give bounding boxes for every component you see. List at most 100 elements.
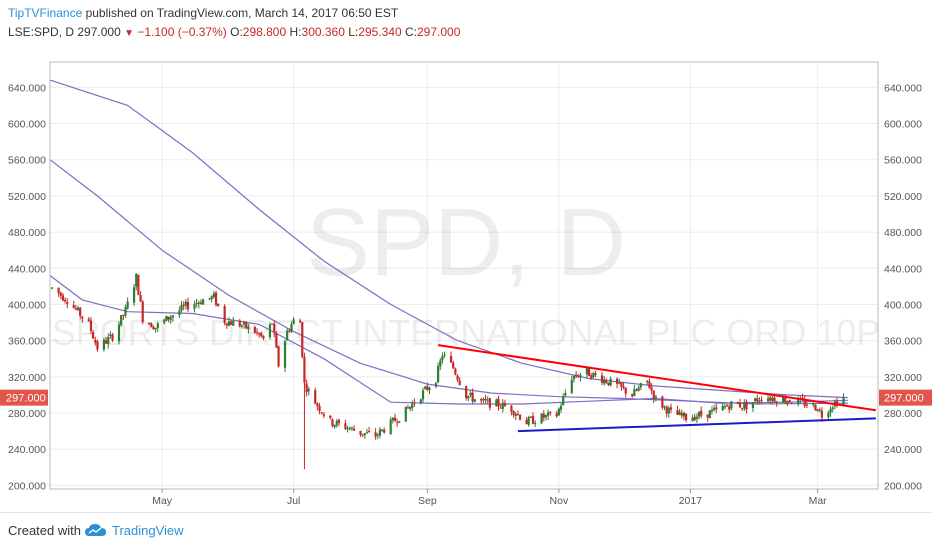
candle-body — [831, 407, 834, 409]
candle-body — [96, 341, 99, 350]
candle-body — [473, 399, 476, 402]
candle-body — [74, 307, 77, 310]
candle-body — [456, 375, 459, 380]
y-tick-right: 480.000 — [884, 227, 922, 239]
candle-body — [564, 393, 567, 396]
low-label: L: — [348, 25, 359, 39]
tradingview-link[interactable]: TradingView — [112, 523, 184, 538]
candle-body — [413, 402, 416, 404]
candle-body — [646, 380, 649, 383]
candle-body — [534, 422, 537, 425]
candle-body — [335, 421, 338, 426]
candle-body — [421, 390, 425, 400]
candle-body — [484, 398, 487, 401]
candle-body — [766, 398, 770, 402]
symbol-label[interactable]: LSE:SPD, D — [8, 25, 75, 39]
candle-body — [835, 400, 839, 406]
candle-body — [242, 322, 246, 325]
candle-body — [471, 392, 474, 402]
candle-body — [217, 303, 220, 307]
candle-body — [163, 319, 166, 323]
candle-body — [570, 379, 573, 393]
candle-body — [590, 375, 593, 379]
x-tick-label: 2017 — [679, 495, 703, 507]
candle-body — [94, 339, 97, 343]
candle-body — [260, 333, 263, 337]
close-label: C: — [405, 25, 417, 39]
candle-body — [443, 354, 446, 356]
candle-body — [775, 401, 778, 403]
candle-body — [678, 411, 681, 415]
candle-body — [769, 397, 772, 401]
candle-body — [676, 410, 679, 415]
created-with-label: Created with — [8, 523, 81, 538]
candle-body — [633, 389, 636, 397]
y-tick-right: 600.000 — [884, 119, 922, 131]
x-tick-label: May — [152, 495, 173, 507]
candle-body — [104, 340, 108, 344]
candle-body — [723, 406, 727, 408]
candle-body — [79, 307, 82, 317]
candle-body — [758, 400, 761, 402]
candle-body — [148, 323, 151, 325]
candle-body — [531, 416, 535, 424]
candle-body — [559, 405, 563, 410]
candle-body — [299, 320, 302, 323]
candle-body — [61, 295, 65, 301]
candle-body — [117, 324, 121, 342]
candle-body — [428, 387, 431, 391]
candle-body — [525, 419, 528, 425]
candle-body — [713, 408, 716, 411]
candle-body — [290, 324, 293, 332]
candle-body — [199, 302, 203, 304]
candle-body — [631, 394, 634, 397]
candle-body — [277, 346, 280, 367]
tradingview-cloud-icon — [85, 524, 106, 536]
ma-50-line — [49, 275, 848, 405]
candle-body — [320, 412, 323, 414]
candle-body — [214, 292, 218, 305]
candle-body — [514, 414, 517, 416]
candle-body — [273, 323, 276, 333]
candle-body — [706, 414, 709, 418]
candle-body — [76, 307, 80, 311]
trend-lines[interactable] — [437, 344, 876, 433]
candle-body — [575, 374, 578, 377]
price-axis[interactable]: 200.000 200.000 240.000 240.000 280.000 280.0… — [8, 82, 922, 492]
time-axis[interactable]: May Jul Sep Nov 2017 Mar — [152, 489, 827, 507]
candle-body — [139, 294, 142, 302]
footer: Created with TradingView — [0, 512, 932, 551]
candle-body — [753, 398, 757, 402]
ohlc-legend: LSE:SPD, D 297.000 ▼ −1.100 (−0.37%) O:2… — [8, 25, 460, 39]
candle-body — [661, 396, 664, 408]
y-tick-right: 360.000 — [884, 336, 922, 348]
candle-body — [730, 401, 733, 409]
candle-body — [165, 315, 168, 321]
candle-body — [512, 411, 515, 415]
candle-body — [518, 414, 522, 420]
candle-body — [186, 301, 190, 310]
candle-body — [635, 389, 638, 391]
candle-body — [352, 428, 356, 431]
down-arrow-icon: ▼ — [124, 28, 135, 39]
candle-body — [637, 387, 640, 391]
candle-body — [805, 404, 808, 406]
candle-body — [562, 396, 565, 406]
candle-body — [579, 375, 582, 378]
price-chart[interactable]: SPD, D SPORTS DIRECT INTERNATIONAL PLC O… — [0, 0, 932, 512]
y-tick-left: 320.000 — [8, 372, 46, 384]
candle-body — [150, 323, 153, 328]
open-label: O: — [230, 25, 243, 39]
candle-body — [609, 378, 612, 386]
ma-200-line — [49, 79, 848, 399]
publisher-link[interactable]: TipTVFinance — [8, 6, 83, 20]
candle-body — [786, 401, 789, 404]
candle-body — [577, 376, 580, 378]
y-tick-left: 440.000 — [8, 263, 46, 275]
last-price-text-right: 297.000 — [884, 393, 924, 405]
watermark-name: SPORTS DIRECT INTERNATIONAL PLC ORD 10P — [52, 312, 881, 353]
candle-body — [232, 320, 235, 326]
candle-body — [141, 301, 144, 323]
candle-body — [107, 337, 110, 345]
candle-body — [600, 375, 604, 383]
